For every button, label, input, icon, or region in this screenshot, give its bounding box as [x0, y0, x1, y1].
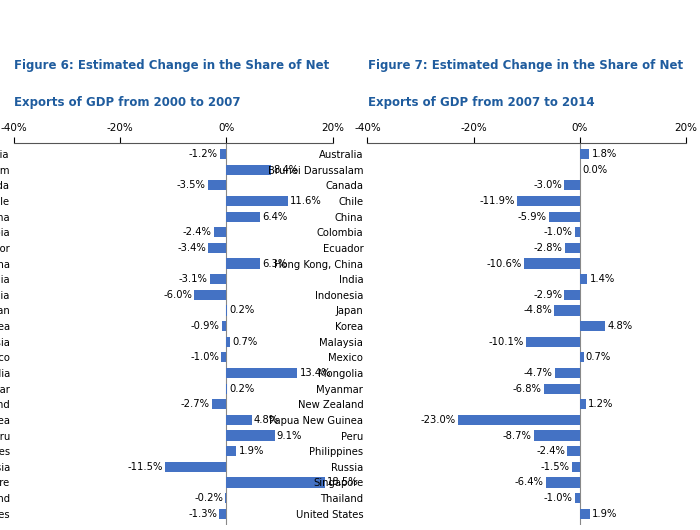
Bar [220, 149, 226, 159]
Bar [214, 227, 226, 237]
Bar [575, 227, 580, 237]
Text: 0.2%: 0.2% [230, 305, 255, 315]
Text: -2.7%: -2.7% [181, 399, 210, 409]
Bar [221, 352, 226, 363]
Bar [222, 321, 226, 331]
Bar [210, 274, 226, 284]
Text: -3.4%: -3.4% [177, 243, 206, 253]
Bar [226, 196, 288, 206]
Text: 0.0%: 0.0% [582, 165, 607, 175]
Bar [580, 509, 590, 519]
Bar [458, 415, 580, 425]
Text: 8.4%: 8.4% [273, 165, 298, 175]
Bar [580, 352, 584, 363]
Text: -6.8%: -6.8% [512, 384, 542, 394]
Text: -1.0%: -1.0% [190, 352, 219, 363]
Text: 6.3%: 6.3% [262, 259, 287, 269]
Text: -11.5%: -11.5% [128, 462, 163, 472]
Text: -6.0%: -6.0% [164, 290, 193, 300]
Text: -1.5%: -1.5% [540, 462, 570, 472]
Bar [549, 211, 580, 222]
Bar [580, 274, 587, 284]
Bar [564, 290, 580, 300]
Text: 1.9%: 1.9% [239, 446, 264, 456]
Text: -1.2%: -1.2% [189, 149, 218, 159]
Text: Exports of GDP from 2000 to 2007: Exports of GDP from 2000 to 2007 [14, 95, 241, 109]
Text: 1.8%: 1.8% [592, 149, 617, 159]
Text: -2.9%: -2.9% [533, 290, 562, 300]
Bar [226, 415, 252, 425]
Bar [544, 384, 580, 394]
Bar [580, 149, 589, 159]
Text: -3.0%: -3.0% [533, 180, 562, 190]
Bar [555, 368, 580, 378]
Text: -10.1%: -10.1% [489, 337, 524, 347]
Bar [533, 430, 580, 440]
Text: 1.9%: 1.9% [592, 509, 617, 519]
Bar [225, 493, 226, 503]
Bar [208, 180, 226, 190]
Text: -2.4%: -2.4% [183, 227, 211, 237]
Text: -8.7%: -8.7% [503, 430, 531, 440]
Bar [565, 243, 580, 253]
Bar [226, 446, 237, 456]
Text: -6.4%: -6.4% [515, 478, 544, 488]
Bar [572, 462, 580, 472]
Text: -5.9%: -5.9% [517, 211, 547, 222]
Bar [209, 243, 226, 253]
Bar [526, 337, 580, 347]
Text: 4.8%: 4.8% [254, 415, 279, 425]
Text: 0.2%: 0.2% [230, 384, 255, 394]
Bar [226, 368, 298, 378]
Text: -2.8%: -2.8% [534, 243, 563, 253]
Bar [517, 196, 580, 206]
Text: 0.7%: 0.7% [586, 352, 611, 363]
Text: 1.2%: 1.2% [588, 399, 614, 409]
Bar [195, 290, 226, 300]
Text: -1.0%: -1.0% [543, 493, 573, 503]
Text: -0.9%: -0.9% [190, 321, 219, 331]
Text: Figure 6: Estimated Change in the Share of Net: Figure 6: Estimated Change in the Share … [14, 58, 329, 72]
Bar [580, 321, 606, 331]
Text: -3.5%: -3.5% [177, 180, 206, 190]
Text: 11.6%: 11.6% [290, 196, 322, 206]
Bar [546, 478, 580, 488]
Bar [226, 305, 228, 315]
Bar [226, 430, 274, 440]
Text: -4.7%: -4.7% [524, 368, 553, 378]
Bar [226, 211, 260, 222]
Bar [226, 478, 325, 488]
Text: 9.1%: 9.1% [276, 430, 302, 440]
Text: -4.8%: -4.8% [524, 305, 552, 315]
Text: 6.4%: 6.4% [262, 211, 288, 222]
Text: Figure 7: Estimated Change in the Share of Net: Figure 7: Estimated Change in the Share … [368, 58, 682, 72]
Text: -0.2%: -0.2% [195, 493, 223, 503]
Text: -11.9%: -11.9% [480, 196, 514, 206]
Text: -1.0%: -1.0% [543, 227, 573, 237]
Bar [165, 462, 226, 472]
Bar [226, 259, 260, 269]
Bar [575, 493, 580, 503]
Text: -2.4%: -2.4% [536, 446, 565, 456]
Text: 1.4%: 1.4% [589, 274, 615, 284]
Text: -1.3%: -1.3% [188, 509, 217, 519]
Bar [219, 509, 226, 519]
Text: -10.6%: -10.6% [486, 259, 522, 269]
Text: -23.0%: -23.0% [421, 415, 456, 425]
Bar [554, 305, 580, 315]
Bar [226, 337, 230, 347]
Text: Exports of GDP from 2007 to 2014: Exports of GDP from 2007 to 2014 [368, 95, 594, 109]
Bar [580, 399, 586, 409]
Bar [226, 384, 228, 394]
Bar [212, 399, 226, 409]
Bar [567, 446, 580, 456]
Bar [564, 180, 580, 190]
Bar [226, 165, 271, 175]
Text: 0.7%: 0.7% [232, 337, 258, 347]
Text: 4.8%: 4.8% [608, 321, 633, 331]
Text: 13.4%: 13.4% [300, 368, 331, 378]
Text: -3.1%: -3.1% [179, 274, 208, 284]
Text: 18.5%: 18.5% [327, 478, 358, 488]
Bar [524, 259, 580, 269]
